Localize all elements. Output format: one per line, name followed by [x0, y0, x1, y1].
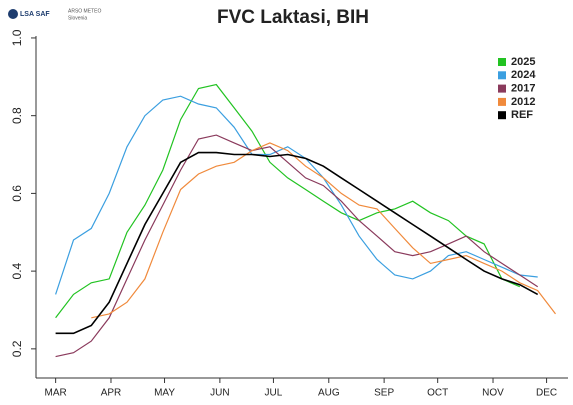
x-tick-label: APR [101, 388, 122, 399]
x-tick-label: OCT [427, 388, 448, 399]
x-tick-label: MAR [45, 388, 67, 399]
legend-label: 2017 [511, 83, 535, 95]
y-tick-label: 0.2 [10, 340, 24, 357]
series-line [55, 83, 521, 319]
legend-label: 2025 [511, 56, 535, 68]
logo-text: LSA SAF [20, 11, 50, 18]
chart-title: FVC Laktasi, BIH [217, 7, 369, 28]
legend-swatch [498, 111, 506, 120]
y-tick-label: 1.0 [10, 29, 24, 46]
x-tick-label: JUL [265, 388, 283, 399]
x-tick-label: DEC [536, 388, 557, 399]
legend-swatch [498, 58, 506, 66]
logo-text: ARSO METEO [68, 8, 101, 14]
x-tick-label: SEP [374, 388, 394, 399]
y-tick-label: 0.6 [10, 185, 24, 202]
x-tick-label: MAY [154, 388, 175, 399]
logo-icon [8, 9, 18, 19]
legend-swatch [498, 71, 506, 80]
x-tick-label: AUG [318, 388, 340, 399]
series-line [55, 134, 539, 358]
y-tick-label: 0.4 [10, 262, 24, 279]
series-line [55, 95, 538, 295]
legend-swatch [498, 97, 506, 106]
x-tick-label: NOV [482, 388, 504, 399]
legend-label: 2024 [511, 69, 536, 81]
legend-label: REF [511, 109, 533, 121]
legend-swatch [498, 84, 506, 93]
legend-label: 2012 [511, 96, 535, 108]
series-line [91, 142, 556, 319]
logo-text: Slovenia [68, 15, 87, 21]
series-line [55, 151, 539, 335]
x-tick-label: JUN [210, 388, 229, 399]
y-tick-label: 0.8 [10, 107, 24, 124]
